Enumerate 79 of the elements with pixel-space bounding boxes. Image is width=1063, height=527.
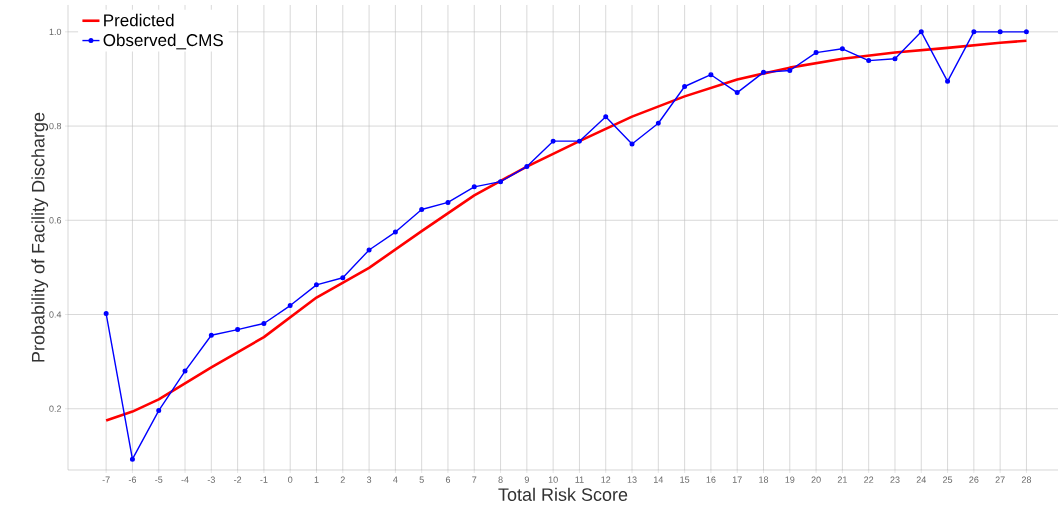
x-tick-label: 26 [969,476,979,483]
point [1023,29,1029,35]
x-tick-label: 19 [785,476,795,483]
point [103,311,109,317]
point [945,78,951,84]
point [445,199,451,205]
x-axis-title: Total Risk Score [498,487,628,501]
x-tick-label: -2 [234,476,242,483]
x-tick-label: -4 [181,476,189,483]
point [997,29,1003,35]
x-tick-label: 24 [916,476,926,483]
point [813,50,819,56]
point [392,229,398,235]
x-tick-label: 15 [680,476,690,483]
x-tick-label: 2 [340,476,345,483]
x-tick-label: 5 [419,476,424,483]
x-tick-label: -1 [260,476,268,483]
point [787,67,793,73]
x-tick-label: 6 [445,476,451,483]
x-tick-label: 13 [627,476,637,483]
x-tick-label: 28 [1021,476,1032,483]
point [366,247,372,253]
x-tick-label: 12 [601,476,611,483]
point [761,69,766,75]
x-tick-label: 27 [995,476,1005,483]
x-tick-label: 0 [288,476,293,483]
point [866,58,872,64]
x-tick-label: 20 [811,476,821,483]
x-tick-label: -5 [155,476,163,483]
x-tick-label: 25 [943,476,953,483]
x-tick-label: 11 [575,476,584,483]
x-tick-label: 8 [498,476,503,483]
point [156,408,162,414]
point [918,29,924,35]
point [839,46,845,52]
x-tick-label: 14 [654,476,664,483]
y-tick-label: 0.8 [49,122,62,130]
x-tick-label: 1 [314,476,319,483]
x-tick-label: 16 [706,476,716,483]
y-tick-label: 0.4 [49,311,62,318]
point [603,114,609,120]
point [287,303,293,309]
x-tick-label: 4 [393,476,398,483]
point [892,56,898,62]
point [682,83,688,89]
legend-label: Observed_CMS [103,33,223,50]
point [419,206,425,212]
x-tick-label: 9 [524,476,529,483]
point [655,120,661,126]
x-tick-label: 23 [890,476,900,483]
x-tick-label: -7 [102,476,110,483]
point [734,90,740,96]
point [314,282,319,288]
x-tick-label: -6 [128,476,137,483]
x-tick-label: 3 [366,476,372,483]
point [524,164,530,170]
point [576,138,582,144]
point [550,138,556,144]
point [261,320,267,326]
x-tick-label: 7 [472,476,477,483]
point [708,72,714,78]
point [471,184,477,190]
y-tick-label: 0.2 [49,405,62,412]
x-tick-label: 10 [548,476,558,483]
x-tick-label: 17 [732,476,742,483]
y-axis-title: Probability of Facility Discharge [31,112,49,362]
point [498,179,504,185]
x-tick-label: -3 [207,476,215,483]
point [208,332,214,338]
x-tick-label: 18 [759,476,769,483]
point [340,275,346,281]
point [235,327,241,333]
x-tick-label: 21 [837,476,847,483]
legend-label: Predicted [104,13,174,27]
y-tick-label: 1.0 [49,28,62,36]
y-tick-label: 0.6 [49,217,62,224]
x-tick-label: 22 [864,476,874,483]
point [129,456,135,462]
point [971,29,977,35]
